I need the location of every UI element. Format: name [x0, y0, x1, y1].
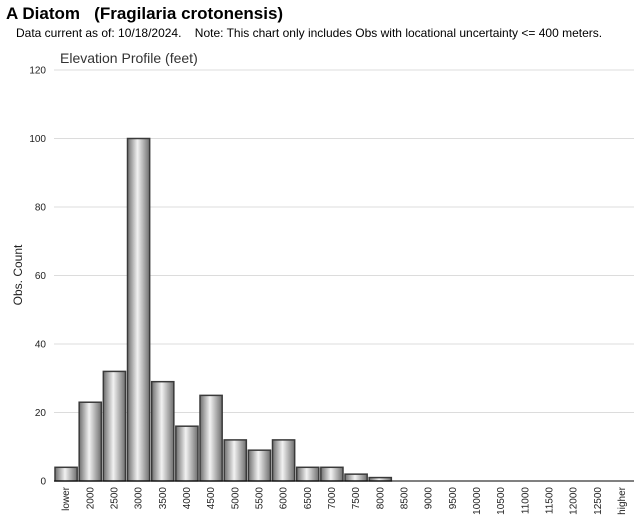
x-tick-label: 9500 — [448, 487, 459, 510]
x-tick-label: 6500 — [303, 487, 314, 510]
bar — [150, 380, 175, 482]
x-tick-label: 3000 — [134, 487, 145, 510]
bar — [320, 466, 344, 482]
bar — [223, 439, 248, 482]
x-tick-label: 8500 — [399, 487, 410, 510]
tick-labels: 0 20 40 60 80 100 120 lower 2000 2500 3000 3500 4000… — [29, 66, 628, 515]
y-tick-label: 100 — [29, 134, 46, 145]
bars — [54, 137, 393, 482]
x-tick-label: 11000 — [520, 487, 531, 515]
bar — [344, 473, 368, 482]
x-tick-label: 11500 — [544, 487, 555, 515]
y-tick-label: 80 — [35, 203, 47, 214]
bar — [368, 476, 393, 482]
y-tick-label: 40 — [35, 340, 47, 351]
bar — [102, 370, 127, 482]
x-tick-label: 3500 — [158, 487, 169, 510]
x-tick-label: lower — [61, 486, 72, 511]
x-tick-label: higher — [617, 486, 628, 514]
x-tick-label: 12000 — [569, 487, 580, 515]
chart-title: Elevation Profile (feet) — [60, 50, 198, 66]
y-tick-label: 0 — [40, 477, 46, 488]
x-tick-label: 5500 — [254, 487, 265, 510]
x-tick-label: 10500 — [496, 487, 507, 515]
y-tick-label: 20 — [35, 408, 47, 419]
x-tick-label: 4000 — [182, 487, 193, 510]
x-tick-label: 2500 — [109, 487, 120, 510]
x-tick-label: 8000 — [375, 487, 386, 510]
bar — [175, 425, 199, 482]
gridlines — [54, 69, 634, 413]
x-tick-label: 9000 — [424, 487, 435, 510]
x-tick-label: 5000 — [230, 487, 241, 510]
x-tick-label: 7500 — [351, 487, 362, 510]
data-note: Data current as of: 10/18/2024. Note: Th… — [16, 26, 603, 40]
bar — [199, 394, 223, 482]
x-tick-label: 6000 — [279, 487, 290, 510]
bar — [271, 439, 296, 482]
bar — [247, 449, 272, 482]
x-tick-label: 4500 — [206, 487, 217, 510]
y-tick-label: 120 — [29, 66, 46, 77]
x-tick-label: 7000 — [327, 487, 338, 510]
y-tick-label: 60 — [35, 271, 47, 282]
x-tick-label: 2000 — [85, 487, 96, 510]
bar — [54, 466, 78, 482]
x-tick-label: 12500 — [593, 487, 604, 515]
x-tick-label: 10000 — [472, 487, 483, 515]
page-title: A Diatom (Fragilaria crotonensis) — [6, 4, 284, 23]
y-axis-label: Obs. Count — [11, 244, 25, 305]
bar — [126, 137, 151, 482]
bar — [295, 466, 320, 482]
bar — [78, 401, 103, 482]
